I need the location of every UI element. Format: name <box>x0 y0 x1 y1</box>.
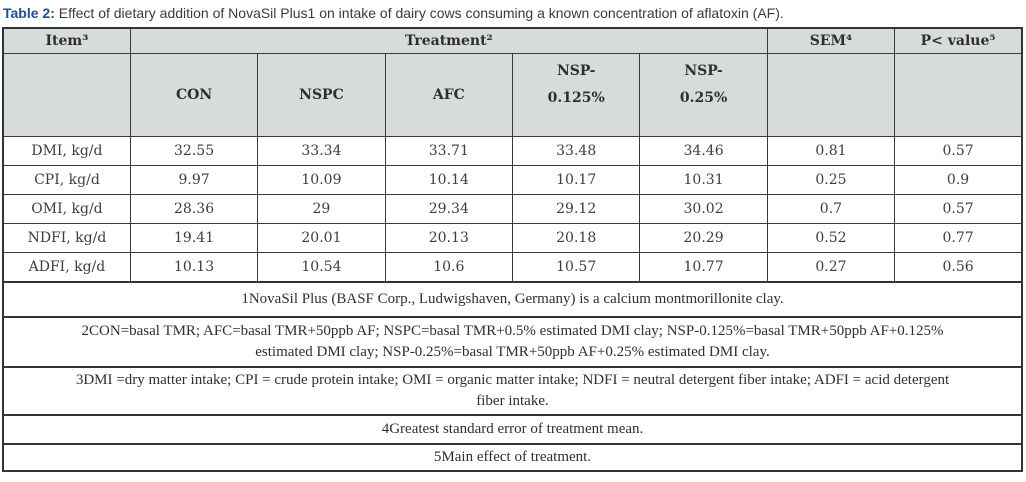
data-cell: 10.09 <box>257 165 386 195</box>
data-cell: 10.14 <box>384 165 514 195</box>
footnote-row-3: 3DMI =dry matter intake; CPI = crude pro… <box>2 366 1023 416</box>
table-row-dmi: DMI, kg/d 32.55 33.34 33.71 33.48 34.46 … <box>2 136 1023 166</box>
data-cell: 29.12 <box>511 194 641 224</box>
data-cell: 33.71 <box>384 136 514 166</box>
data-cell: 28.36 <box>129 194 259 224</box>
empty-cell-sem <box>766 53 896 137</box>
header-row-2: CON NSPC AFC NSP- 0.125% NSP- 0.25% <box>2 53 1023 137</box>
row-label: NDFI, kg/d <box>2 223 131 253</box>
data-cell: 34.46 <box>639 136 768 166</box>
footnote-row-5: 5Main effect of treatment. <box>2 443 1023 472</box>
table-caption-label: Table 2: <box>3 5 55 21</box>
data-cell: 29.34 <box>384 194 514 224</box>
table-caption-text: Effect of dietary addition of NovaSil Pl… <box>54 5 784 21</box>
data-cell: 9.97 <box>129 165 259 195</box>
data-cell: 19.41 <box>129 223 259 253</box>
data-cell: 10.31 <box>639 165 768 195</box>
table-row-ndfi: NDFI, kg/d 19.41 20.01 20.13 20.18 20.29… <box>2 223 1023 253</box>
row-label: OMI, kg/d <box>2 194 131 224</box>
col-header-sem: SEM⁴ <box>766 27 896 54</box>
data-cell: 30.02 <box>639 194 768 224</box>
data-cell: 33.48 <box>511 136 641 166</box>
data-cell: 0.56 <box>894 252 1023 283</box>
data-cell: 0.27 <box>766 252 896 283</box>
data-cell: 20.29 <box>639 223 768 253</box>
data-cell: 0.77 <box>894 223 1023 253</box>
data-cell: 0.9 <box>894 165 1023 195</box>
table-row-omi: OMI, kg/d 28.36 29 29.34 29.12 30.02 0.7… <box>2 194 1023 224</box>
footnote-1: 1NovaSil Plus (BASF Corp., Ludwigshaven,… <box>2 281 1023 318</box>
data-cell: 0.52 <box>766 223 896 253</box>
empty-cell-item <box>2 53 131 137</box>
data-cell: 0.25 <box>766 165 896 195</box>
footnote-3: 3DMI =dry matter intake; CPI = crude pro… <box>2 366 1023 416</box>
data-cell: 10.54 <box>257 252 386 283</box>
subheader-nsp-0125: NSP- 0.125% <box>511 53 641 137</box>
data-cell: 20.01 <box>257 223 386 253</box>
row-label: DMI, kg/d <box>2 136 131 166</box>
footnote-4: 4Greatest standard error of treatment me… <box>2 414 1023 445</box>
data-cell: 10.77 <box>639 252 768 283</box>
data-cell: 10.57 <box>511 252 641 283</box>
footnote-row-4: 4Greatest standard error of treatment me… <box>2 414 1023 445</box>
subheader-nspc: NSPC <box>257 53 386 137</box>
header-row-1: Item³ Treatment² SEM⁴ P< value⁵ <box>2 27 1023 54</box>
data-cell: 10.17 <box>511 165 641 195</box>
footnote-2: 2CON=basal TMR; AFC=basal TMR+50ppb AF; … <box>2 316 1023 368</box>
results-table: Item³ Treatment² SEM⁴ P< value⁵ CON NSPC… <box>2 27 1023 472</box>
data-cell: 10.6 <box>384 252 514 283</box>
data-cell: 0.81 <box>766 136 896 166</box>
data-cell: 0.7 <box>766 194 896 224</box>
footnote-row-2: 2CON=basal TMR; AFC=basal TMR+50ppb AF; … <box>2 316 1023 368</box>
col-header-pvalue: P< value⁵ <box>894 27 1023 54</box>
data-cell: 20.13 <box>384 223 514 253</box>
table-row-cpi: CPI, kg/d 9.97 10.09 10.14 10.17 10.31 0… <box>2 165 1023 195</box>
data-cell: 33.34 <box>257 136 386 166</box>
col-header-treatment: Treatment² <box>129 27 768 54</box>
subheader-afc: AFC <box>384 53 514 137</box>
data-cell: 29 <box>257 194 386 224</box>
footnote-row-1: 1NovaSil Plus (BASF Corp., Ludwigshaven,… <box>2 281 1023 318</box>
subheader-con: CON <box>129 53 259 137</box>
data-cell: 32.55 <box>129 136 259 166</box>
data-cell: 0.57 <box>894 194 1023 224</box>
col-header-item: Item³ <box>2 27 131 54</box>
data-cell: 10.13 <box>129 252 259 283</box>
row-label: CPI, kg/d <box>2 165 131 195</box>
empty-cell-pvalue <box>894 53 1023 137</box>
data-cell: 0.57 <box>894 136 1023 166</box>
table-caption: Table 2: Effect of dietary addition of N… <box>0 0 1026 27</box>
row-label: ADFI, kg/d <box>2 252 131 283</box>
footnote-5: 5Main effect of treatment. <box>2 443 1023 472</box>
table-row-adfi: ADFI, kg/d 10.13 10.54 10.6 10.57 10.77 … <box>2 252 1023 283</box>
data-cell: 20.18 <box>511 223 641 253</box>
subheader-nsp-025: NSP- 0.25% <box>639 53 768 137</box>
